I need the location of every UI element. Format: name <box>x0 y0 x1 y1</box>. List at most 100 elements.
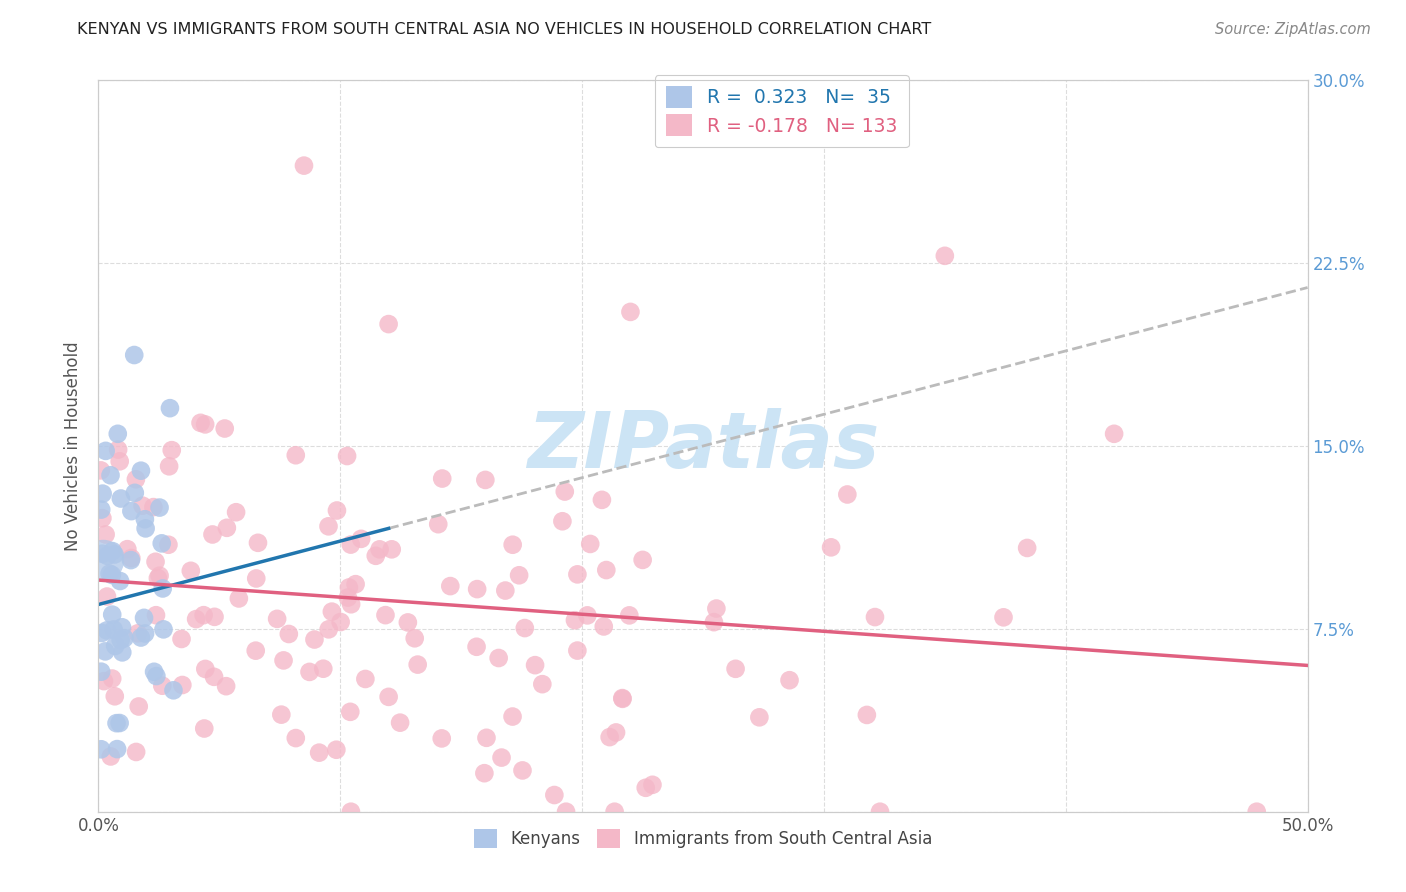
Point <box>93 674 115 689</box>
Point <box>125 472 148 486</box>
Point <box>94 527 117 541</box>
Point <box>465 640 488 654</box>
Point <box>193 608 215 623</box>
Point <box>474 766 496 780</box>
Point <box>554 484 576 499</box>
Point <box>502 538 524 552</box>
Point <box>474 473 496 487</box>
Point <box>432 471 454 485</box>
Point <box>101 672 124 686</box>
Point <box>270 707 292 722</box>
Point <box>96 549 118 563</box>
Point <box>90 626 112 640</box>
Point <box>863 610 886 624</box>
Point <box>107 426 129 441</box>
Point <box>135 521 157 535</box>
Point <box>377 690 399 704</box>
Point <box>202 670 225 684</box>
Point <box>284 448 307 462</box>
Point <box>603 805 626 819</box>
Point <box>132 611 155 625</box>
Point <box>90 502 112 516</box>
Point <box>619 305 641 319</box>
Point <box>619 608 641 623</box>
Point <box>612 691 634 706</box>
Point <box>180 564 202 578</box>
Point <box>934 249 956 263</box>
Point <box>779 673 801 688</box>
Point <box>101 607 124 622</box>
Point <box>184 612 207 626</box>
Point <box>595 563 617 577</box>
Point <box>104 639 127 653</box>
Point <box>273 653 295 667</box>
Point <box>748 710 770 724</box>
Point <box>724 662 747 676</box>
Point <box>245 643 267 657</box>
Point <box>114 631 136 645</box>
Point <box>162 683 184 698</box>
Point <box>108 716 131 731</box>
Point <box>377 317 399 331</box>
Point <box>634 780 657 795</box>
Point <box>157 538 180 552</box>
Point <box>120 504 142 518</box>
Point <box>350 532 373 546</box>
Point <box>108 454 131 468</box>
Point <box>277 627 299 641</box>
Point <box>190 416 212 430</box>
Point <box>100 468 122 483</box>
Point <box>321 605 343 619</box>
Point <box>110 491 132 506</box>
Point <box>107 442 129 457</box>
Point <box>508 568 530 582</box>
Point <box>266 612 288 626</box>
Point <box>127 626 149 640</box>
Point <box>513 621 536 635</box>
Point <box>90 742 112 756</box>
Point <box>703 615 725 629</box>
Point <box>555 805 578 819</box>
Point <box>91 486 114 500</box>
Point <box>228 591 250 606</box>
Point <box>491 750 513 764</box>
Point <box>104 690 127 704</box>
Point <box>427 517 450 532</box>
Point <box>368 542 391 557</box>
Point <box>364 549 387 563</box>
Point <box>325 743 347 757</box>
Point <box>284 731 307 745</box>
Point <box>318 623 340 637</box>
Point <box>122 348 145 362</box>
Text: Source: ZipAtlas.com: Source: ZipAtlas.com <box>1215 22 1371 37</box>
Text: ZIPatlas: ZIPatlas <box>527 408 879 484</box>
Point <box>856 707 879 722</box>
Point <box>103 548 125 562</box>
Point <box>108 574 131 588</box>
Point <box>312 662 335 676</box>
Point <box>128 699 150 714</box>
Point <box>91 553 114 567</box>
Point <box>404 632 426 646</box>
Point <box>318 519 340 533</box>
Point <box>592 619 614 633</box>
Point <box>336 591 359 605</box>
Point <box>145 669 167 683</box>
Y-axis label: No Vehicles in Household: No Vehicles in Household <box>65 341 83 551</box>
Point <box>381 542 404 557</box>
Point <box>91 547 114 561</box>
Point <box>298 665 321 679</box>
Point <box>172 678 194 692</box>
Point <box>430 731 453 746</box>
Point <box>292 159 315 173</box>
Point <box>337 581 360 595</box>
Point <box>201 527 224 541</box>
Point <box>551 514 574 528</box>
Point <box>488 651 510 665</box>
Point <box>612 691 634 706</box>
Point <box>145 608 167 623</box>
Point <box>339 538 361 552</box>
Point <box>214 421 236 435</box>
Point <box>194 417 217 432</box>
Point <box>101 544 124 558</box>
